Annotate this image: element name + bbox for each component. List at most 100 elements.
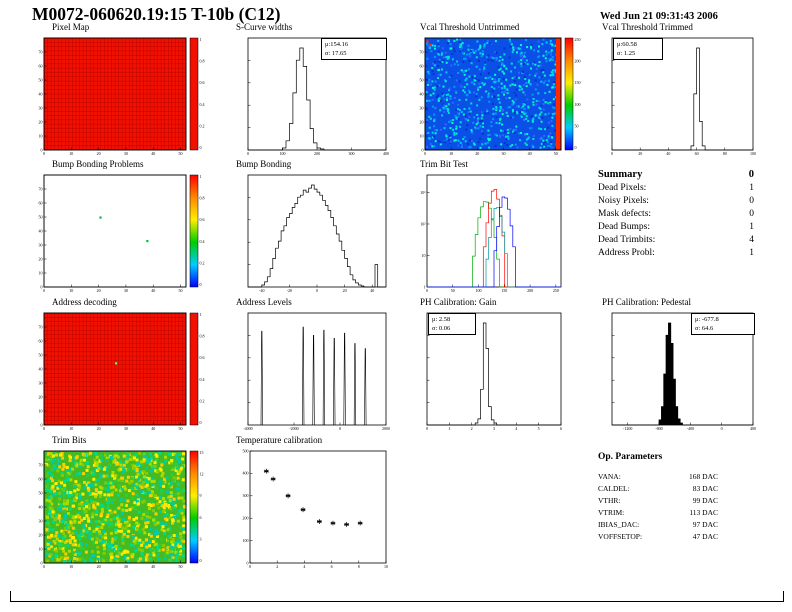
svg-text:3: 3	[493, 426, 495, 431]
svg-text:300: 300	[243, 493, 249, 498]
svg-text:30: 30	[420, 105, 424, 110]
svg-text:2000: 2000	[382, 426, 390, 431]
svg-text:70: 70	[39, 462, 43, 467]
op-label: VTHR:	[598, 496, 621, 505]
svg-text:15: 15	[200, 450, 204, 455]
svg-text:0: 0	[200, 145, 202, 150]
svg-text:70: 70	[39, 49, 43, 54]
ph-gain-mean: μ: 2.58	[432, 316, 451, 323]
svg-text:30: 30	[39, 518, 43, 523]
svg-text:2: 2	[471, 426, 473, 431]
address-levels-plot: -4000 -2000 0 2000	[243, 312, 390, 431]
svg-text:10: 10	[69, 564, 73, 569]
vcal-trimmed-stats-box: μ:60.58 σ: 1.25	[613, 38, 663, 60]
svg-text:-400: -400	[687, 426, 694, 431]
ph-gain-stats-box: μ: 2.58 σ: 0.06	[428, 313, 476, 335]
op-value: 83 DAC	[692, 484, 718, 493]
svg-text:250: 250	[553, 288, 559, 293]
svg-text:6: 6	[200, 515, 202, 520]
svg-text:10²: 10²	[420, 221, 426, 226]
ph-gain-sigma: σ: 0.06	[432, 325, 451, 332]
svg-text:100: 100	[476, 288, 482, 293]
svg-text:1: 1	[200, 174, 202, 179]
svg-text:10: 10	[69, 151, 73, 156]
svg-text:6: 6	[331, 564, 333, 569]
op-value: 97 DAC	[692, 520, 718, 529]
svg-text:40: 40	[151, 151, 155, 156]
vcal-trimmed-title: Vcal Threshold Trimmed	[602, 22, 693, 32]
svg-text:40: 40	[528, 151, 532, 156]
svg-text:40: 40	[39, 504, 43, 509]
op-label: VTRIM:	[598, 508, 625, 517]
svg-text:6: 6	[560, 426, 562, 431]
op-row-voffsetop: VOFFSETOP: 47 DAC	[598, 531, 718, 543]
op-parameters-title: Op. Parameters	[598, 452, 663, 462]
svg-text:0: 0	[200, 282, 202, 287]
svg-text:-4000: -4000	[243, 426, 252, 431]
canvas-border	[10, 591, 784, 602]
svg-text:4: 4	[515, 426, 517, 431]
timestamp: Wed Jun 21 09:31:43 2006	[600, 11, 718, 22]
op-value: 113 DAC	[689, 508, 718, 517]
svg-text:150: 150	[575, 80, 581, 85]
address-levels-title: Address Levels	[236, 297, 292, 307]
summary-row-dead-pixels: Dead Pixels: 1	[598, 182, 754, 195]
op-value: 99 DAC	[692, 496, 718, 505]
svg-text:0: 0	[200, 420, 202, 425]
svg-text:100: 100	[575, 102, 581, 107]
svg-text:200: 200	[527, 288, 533, 293]
svg-text:50: 50	[39, 214, 43, 219]
svg-text:-2000: -2000	[289, 426, 298, 431]
op-label: IBIAS_DAC:	[598, 520, 640, 529]
pixel-map-plot: 0 10 20 30 40 50 0 10 20 30 40 50 60 70 1 0.8 0.6 0.4 0.2 0	[39, 37, 205, 156]
svg-text:0: 0	[721, 426, 723, 431]
vcal-untrimmed-title: Vcal Threshold Untrimmed	[420, 22, 520, 32]
trim-bits-title: Trim Bits	[52, 435, 87, 445]
svg-text:0.6: 0.6	[200, 80, 205, 85]
svg-text:20: 20	[39, 119, 43, 124]
svg-text:0.4: 0.4	[200, 239, 205, 244]
summary-value: 1	[749, 248, 754, 258]
svg-text:10: 10	[39, 270, 43, 275]
svg-text:50: 50	[179, 151, 183, 156]
summary-value: 1	[749, 183, 754, 193]
ph-pedestal-mean: μ: -677.8	[695, 316, 719, 323]
vcal-trimmed-mean: μ:60.58	[617, 41, 637, 48]
svg-text:8: 8	[358, 564, 360, 569]
svg-text:30: 30	[39, 105, 43, 110]
scurve-mean: μ:154.16	[325, 41, 349, 48]
svg-text:-1200: -1200	[623, 426, 632, 431]
bump-bonding-title: Bump Bonding	[236, 159, 292, 169]
svg-text:0: 0	[41, 284, 43, 289]
ph-pedestal-sigma: σ: 64.6	[695, 325, 714, 332]
svg-text:20: 20	[343, 288, 347, 293]
svg-text:10: 10	[422, 253, 426, 258]
svg-text:10: 10	[420, 133, 424, 138]
svg-text:100: 100	[750, 151, 756, 156]
op-row-vthr: VTHR: 99 DAC	[598, 495, 718, 507]
svg-text:70: 70	[39, 186, 43, 191]
svg-text:10: 10	[69, 288, 73, 293]
svg-text:500: 500	[243, 448, 249, 453]
svg-text:50: 50	[179, 288, 183, 293]
summary-label: Noisy Pixels:	[598, 196, 649, 206]
svg-text:400: 400	[243, 471, 249, 476]
svg-text:0: 0	[426, 426, 428, 431]
svg-text:0: 0	[43, 151, 45, 156]
svg-text:40: 40	[151, 288, 155, 293]
svg-text:10: 10	[39, 133, 43, 138]
summary-label: Mask defects:	[598, 209, 652, 219]
svg-text:50: 50	[39, 77, 43, 82]
summary-value: 0	[749, 209, 754, 219]
svg-text:1: 1	[200, 37, 202, 42]
svg-text:0.2: 0.2	[200, 123, 205, 128]
svg-text:50: 50	[420, 77, 424, 82]
temperature-calibration-title: Temperature calibration	[236, 435, 323, 445]
summary-row-dead-trimbits: Dead Trimbits: 4	[598, 234, 754, 247]
svg-text:0: 0	[41, 422, 43, 427]
svg-text:0.4: 0.4	[200, 377, 205, 382]
svg-text:10: 10	[39, 546, 43, 551]
svg-text:0.2: 0.2	[200, 260, 205, 265]
svg-text:300: 300	[349, 151, 355, 156]
